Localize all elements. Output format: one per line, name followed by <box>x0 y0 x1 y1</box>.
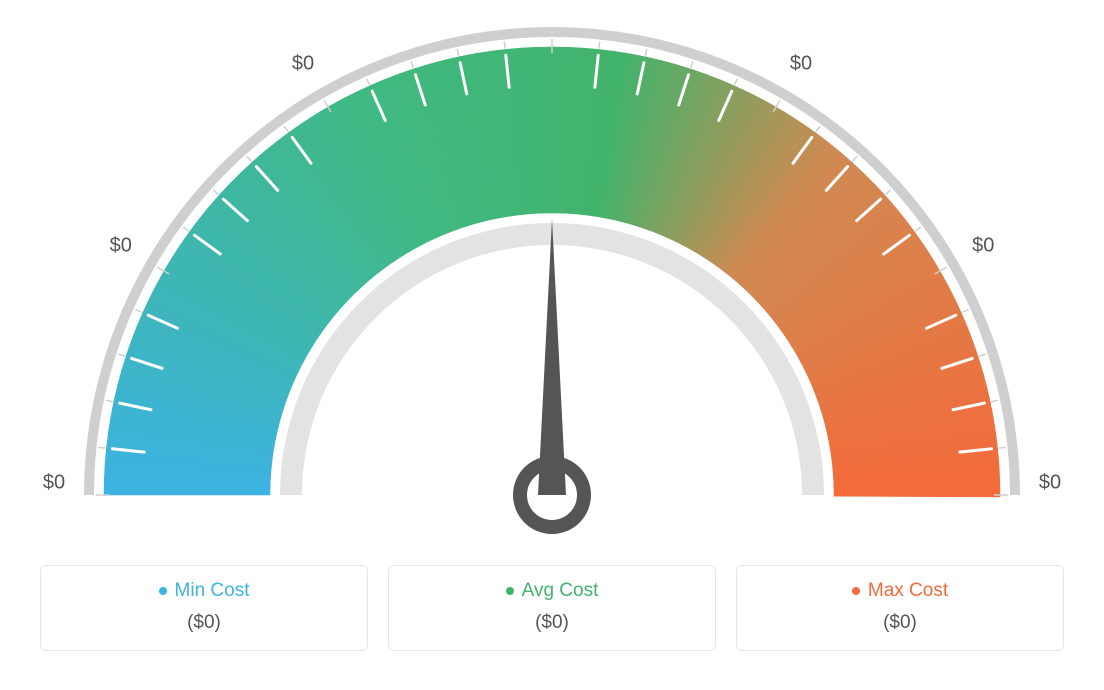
legend-row: Min Cost ($0) Avg Cost ($0) Max Cost ($0… <box>0 565 1104 651</box>
gauge-tick-label: $0 <box>1039 472 1061 495</box>
legend-label-min: Min Cost <box>175 580 250 602</box>
legend-value-max: ($0) <box>747 612 1053 634</box>
legend-title-min: Min Cost <box>159 580 250 602</box>
gauge-tick-label: $0 <box>972 235 994 258</box>
gauge-tick-label: $0 <box>541 0 563 3</box>
legend-label-max: Max Cost <box>868 580 948 602</box>
legend-card-avg: Avg Cost ($0) <box>388 565 716 651</box>
legend-value-min: ($0) <box>51 612 357 634</box>
gauge-tick-label: $0 <box>790 52 812 75</box>
gauge-tick-label: $0 <box>43 472 65 495</box>
legend-value-avg: ($0) <box>399 612 705 634</box>
gauge-tick-label: $0 <box>110 235 132 258</box>
legend-title-max: Max Cost <box>852 580 948 602</box>
legend-card-min: Min Cost ($0) <box>40 565 368 651</box>
legend-card-max: Max Cost ($0) <box>736 565 1064 651</box>
legend-dot-min <box>159 587 167 595</box>
legend-dot-max <box>852 587 860 595</box>
gauge-svg <box>0 0 1104 565</box>
legend-title-avg: Avg Cost <box>506 580 599 602</box>
legend-label-avg: Avg Cost <box>522 580 599 602</box>
cost-gauge: $0 $0 $0 $0 $0 $0 $0 <box>0 0 1104 565</box>
legend-dot-avg <box>506 587 514 595</box>
gauge-tick-label: $0 <box>292 52 314 75</box>
